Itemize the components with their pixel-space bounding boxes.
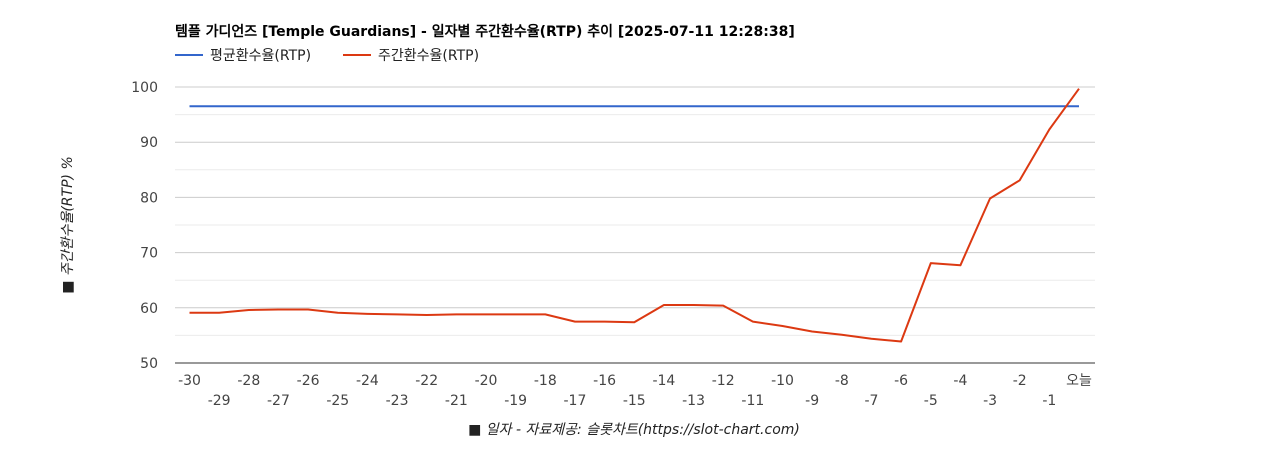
x-tick-label: -14 [652, 373, 675, 389]
grid [175, 86, 1095, 364]
x-tick-label: -17 [564, 393, 587, 409]
series-lines [189, 88, 1080, 343]
x-tick-label: -20 [475, 373, 498, 389]
y-tick-label: 50 [140, 356, 158, 372]
x-tick-label: -4 [953, 373, 967, 389]
x-tick-label: -21 [445, 393, 468, 409]
legend-label-weekly-rtp: 주간환수율(RTP) [378, 48, 479, 64]
x-tick-label: -10 [771, 373, 794, 389]
x-axis-ticks: -30-29-28-27-26-25-24-23-22-21-20-19-18-… [178, 373, 1092, 409]
y-tick-label: 90 [140, 135, 158, 151]
x-tick-label: -19 [504, 393, 527, 409]
x-tick-label: -2 [1013, 373, 1027, 389]
y-axis-ticks: 100 90 80 70 60 50 [131, 80, 158, 372]
x-tick-label: -13 [682, 393, 705, 409]
x-tick-label: -23 [386, 393, 409, 409]
x-tick-label: -30 [178, 373, 201, 389]
x-tick-label: -22 [415, 373, 438, 389]
x-tick-label: -1 [1042, 393, 1056, 409]
x-tick-label: -18 [534, 373, 557, 389]
x-tick-label: -25 [326, 393, 349, 409]
x-tick-label: -27 [267, 393, 290, 409]
x-tick-label: -12 [712, 373, 735, 389]
legend: 평균환수율(RTP) 주간환수율(RTP) [175, 48, 479, 64]
y-tick-label: 100 [131, 80, 158, 96]
y-tick-label: 70 [140, 246, 158, 262]
chart-title: 템플 가디언즈 [Temple Guardians] - 일자별 주간환수율(R… [175, 23, 795, 40]
x-tick-label: -6 [894, 373, 908, 389]
x-tick-label: -5 [924, 393, 938, 409]
y-tick-label: 80 [140, 190, 158, 206]
x-tick-label: -29 [208, 393, 231, 409]
x-tick-label: 오늘 [1066, 373, 1092, 389]
x-tick-label: -3 [983, 393, 997, 409]
x-axis-label: ■ 일자 - 자료제공: 슬롯차트(https://slot-chart.com… [468, 422, 800, 438]
x-tick-label: -16 [593, 373, 616, 389]
legend-label-average-rtp: 평균환수율(RTP) [210, 48, 311, 64]
series-line-weekly-rtp [189, 88, 1080, 343]
x-tick-label: -15 [623, 393, 646, 409]
x-tick-label: -26 [297, 373, 320, 389]
x-tick-label: -28 [237, 373, 260, 389]
y-axis-label: ■ 주간환수율(RTP) % [60, 156, 76, 293]
x-tick-label: -11 [741, 393, 764, 409]
x-tick-label: -9 [805, 393, 819, 409]
x-tick-label: -8 [835, 373, 849, 389]
x-tick-label: -24 [356, 373, 379, 389]
x-tick-label: -7 [864, 393, 878, 409]
y-tick-label: 60 [140, 301, 158, 317]
